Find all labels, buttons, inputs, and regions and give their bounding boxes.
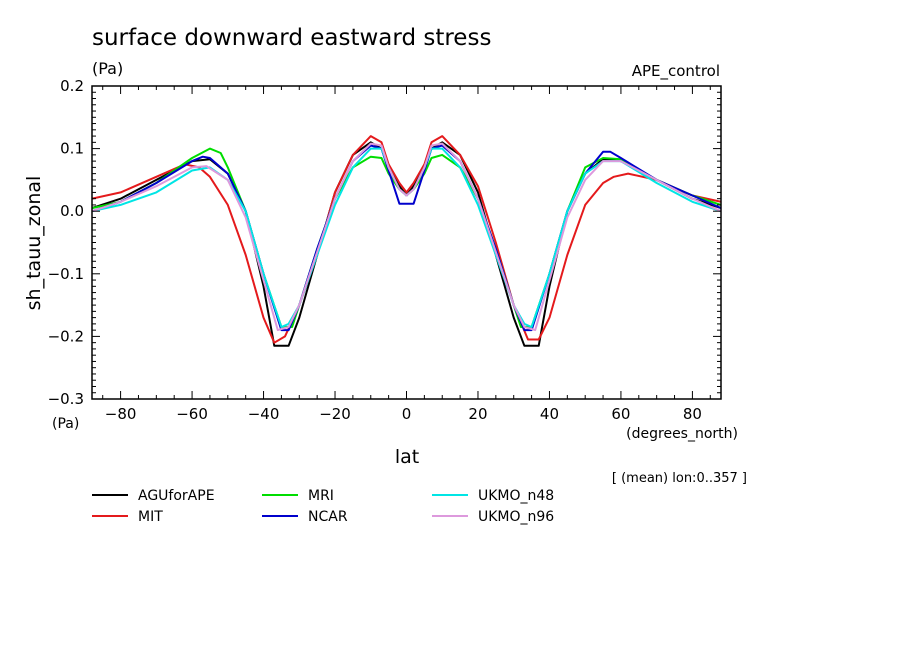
- legend-label: UKMO_n96: [478, 509, 554, 525]
- legend-label: NCAR: [308, 509, 348, 525]
- legend-label: MRI: [308, 488, 334, 504]
- series-line-ukmo-n48: [92, 147, 721, 328]
- series-line-ukmo-n96: [92, 142, 721, 332]
- x-tick-label: 60: [611, 405, 630, 423]
- legend-label: MIT: [138, 509, 163, 525]
- axis-ticks: −80 −60 −40 −20 0 20 40 60 80 0.2 0.1 0.0 −0.1 −0.2 −0…: [48, 77, 721, 423]
- y-tick-label: 0.1: [60, 140, 84, 158]
- series-line-mit: [92, 135, 721, 344]
- legend-label: AGUforAPE: [138, 488, 215, 504]
- chart-title: surface downward eastward stress: [92, 25, 491, 51]
- experiment-label: APE_control: [632, 62, 720, 81]
- averaging-note: [ (mean) lon:0..357 ]: [612, 471, 747, 486]
- plot-frame: [91, 85, 722, 400]
- x-tick-label: 20: [468, 405, 487, 423]
- y-tick-label: 0.2: [60, 77, 84, 95]
- x-tick-label: 40: [540, 405, 559, 423]
- y-axis-label: sh_tauu_zonal: [23, 176, 45, 311]
- series-line-aguforape: [92, 141, 721, 347]
- y-axis-units: (Pa): [52, 416, 79, 432]
- x-axis-label: lat: [395, 446, 419, 468]
- legend: AGUforAPE MIT MRI NCAR UKMO_n48 UKMO_n96: [92, 488, 554, 525]
- y-tick-label: −0.3: [48, 390, 84, 408]
- series-lines: [92, 135, 721, 347]
- x-tick-label: −20: [319, 405, 351, 423]
- y-tick-label: 0.0: [60, 202, 84, 220]
- x-tick-label: −80: [105, 405, 137, 423]
- x-tick-label: −40: [248, 405, 280, 423]
- y-tick-label: −0.2: [48, 327, 84, 345]
- y-tick-label: −0.1: [48, 265, 84, 283]
- x-tick-label: −60: [176, 405, 208, 423]
- legend-label: UKMO_n48: [478, 488, 554, 504]
- x-tick-label: 80: [683, 405, 702, 423]
- x-axis-units: (degrees_north): [626, 426, 738, 442]
- x-tick-label: 0: [402, 405, 412, 423]
- series-line-mri: [92, 147, 721, 328]
- chart-units: (Pa): [92, 59, 123, 78]
